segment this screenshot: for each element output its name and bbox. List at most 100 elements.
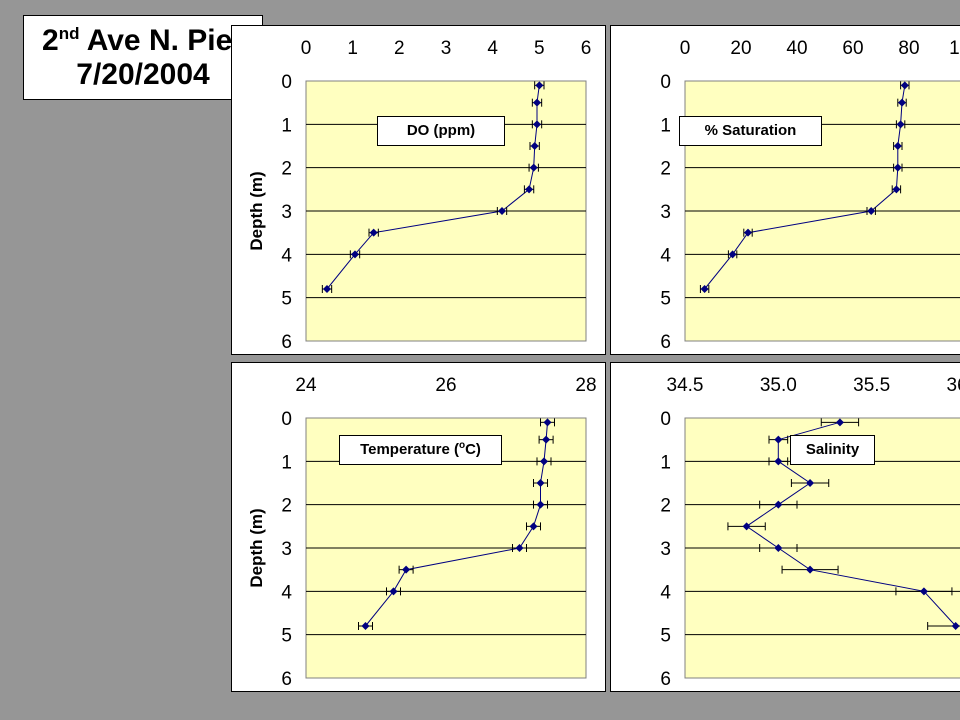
salinity-data-point bbox=[806, 565, 815, 574]
chart-panel-temperature: 0 1 2 3 4 5 6 24 26 28 Depth (m) Temperature (oC) bbox=[231, 362, 606, 692]
title-suffix: Ave N. Pier bbox=[79, 23, 244, 57]
saturation-ytick-label: 5 bbox=[660, 289, 671, 310]
saturation-ytick-label: 0 bbox=[660, 72, 671, 93]
do-ytick-label: 5 bbox=[281, 289, 292, 310]
do-xtick-label: 1 bbox=[347, 38, 358, 59]
salinity-data-point bbox=[774, 544, 783, 552]
salinity-data-point bbox=[742, 522, 751, 531]
do-xtick-label: 0 bbox=[301, 38, 312, 59]
do-ytick-label: 6 bbox=[281, 332, 292, 353]
temperature-data-point bbox=[540, 457, 548, 466]
do-xtick-label: 2 bbox=[394, 38, 405, 59]
do-data-point bbox=[529, 163, 538, 172]
salinity-data-point bbox=[774, 435, 783, 444]
do-data-point bbox=[533, 98, 541, 107]
temperature-chart-svg: 0 1 2 3 4 5 6 24 26 28 Depth (m) bbox=[247, 375, 597, 690]
salinity-xtick-label: 36.0 bbox=[947, 375, 960, 396]
temperature-ytick-label: 0 bbox=[281, 409, 292, 430]
temperature-data-point bbox=[361, 622, 370, 630]
salinity-ytick-label: 4 bbox=[660, 582, 671, 603]
do-xtick-label: 6 bbox=[581, 38, 592, 59]
saturation-ytick-label: 6 bbox=[660, 332, 671, 353]
do-ylabel: Depth (m) bbox=[247, 171, 266, 250]
do-ytick-label: 3 bbox=[281, 202, 292, 223]
saturation-data-point bbox=[893, 142, 902, 150]
do-data-point bbox=[535, 81, 544, 90]
do-label: DO (ppm) bbox=[377, 116, 505, 146]
do-ytick-label: 1 bbox=[281, 115, 292, 136]
temperature-xtick-label: 24 bbox=[295, 375, 317, 396]
salinity-chart-svg: 0 1 2 3 4 5 6 34.5 35.0 35.5 36.0 bbox=[660, 375, 960, 690]
temperature-ytick-label: 1 bbox=[281, 452, 292, 473]
saturation-data-point bbox=[700, 285, 709, 293]
temperature-series-line bbox=[365, 422, 548, 627]
saturation-chart-svg: 0123456020406080100 bbox=[660, 38, 960, 353]
salinity-xtick-label: 35.0 bbox=[760, 375, 797, 396]
temperature-xtick-label: 28 bbox=[575, 375, 596, 396]
do-data-point bbox=[323, 285, 331, 293]
saturation-data-point bbox=[744, 228, 752, 237]
saturation-data-point bbox=[896, 120, 905, 129]
saturation-xtick-label: 80 bbox=[898, 38, 919, 59]
do-ytick-label: 0 bbox=[281, 72, 292, 93]
temperature-data-point bbox=[542, 435, 551, 444]
do-ytick-label: 2 bbox=[281, 159, 292, 180]
salinity-ytick-label: 0 bbox=[660, 409, 671, 430]
chart-panel-saturation: 0123456020406080100 % Saturation bbox=[610, 25, 960, 355]
temperature-ytick-label: 2 bbox=[281, 496, 292, 517]
saturation-series-line bbox=[704, 85, 906, 290]
do-series-line bbox=[326, 85, 540, 290]
temperature-data-point bbox=[389, 587, 398, 596]
temperature-ytick-label: 6 bbox=[281, 669, 292, 690]
do-data-point bbox=[498, 207, 506, 215]
title-superscript: nd bbox=[58, 23, 80, 43]
salinity-ytick-label: 2 bbox=[660, 496, 671, 517]
chart-title: 2nd Ave N. Pier 7/20/2004 bbox=[23, 15, 263, 100]
salinity-ytick-label: 3 bbox=[660, 539, 671, 560]
saturation-xtick-label: 100 bbox=[949, 38, 960, 59]
salinity-ytick-label: 5 bbox=[660, 626, 671, 647]
saturation-label: % Saturation bbox=[679, 116, 822, 146]
temperature-ytick-label: 5 bbox=[281, 626, 292, 647]
do-ytick-label: 4 bbox=[281, 245, 292, 266]
do-xtick-label: 5 bbox=[534, 38, 545, 59]
salinity-xtick-label: 35.5 bbox=[853, 375, 890, 396]
saturation-xtick-label: 0 bbox=[680, 38, 691, 59]
salinity-data-point bbox=[951, 622, 960, 630]
do-data-point bbox=[530, 142, 539, 150]
saturation-data-point bbox=[892, 185, 901, 194]
chart-panel-do: 0 1 2 3 4 5 6 0 1 2 3 4 5 6 Depth (m) DO (ppm) bbox=[231, 25, 606, 355]
temperature-ytick-label: 3 bbox=[281, 539, 292, 560]
temperature-ytick-label: 4 bbox=[281, 582, 292, 603]
saturation-xtick-label: 60 bbox=[842, 38, 863, 59]
do-data-point bbox=[351, 250, 359, 259]
salinity-data-point bbox=[774, 457, 783, 466]
saturation-ytick-label: 4 bbox=[660, 245, 671, 266]
temperature-label: Temperature (oC) bbox=[339, 435, 502, 465]
temperature-data-point bbox=[515, 544, 524, 552]
salinity-ytick-label: 1 bbox=[660, 452, 671, 473]
salinity-label: Salinity bbox=[790, 435, 875, 465]
do-xtick-label: 4 bbox=[487, 38, 498, 59]
salinity-data-point bbox=[835, 418, 844, 427]
saturation-ytick-label: 3 bbox=[660, 202, 671, 223]
chart-panel-salinity: 0 1 2 3 4 5 6 34.5 35.0 35.5 36.0 Salinity bbox=[610, 362, 960, 692]
saturation-data-point bbox=[898, 98, 906, 107]
temperature-data-point bbox=[536, 500, 545, 509]
temperature-ylabel: Depth (m) bbox=[247, 508, 266, 587]
do-data-point bbox=[369, 228, 378, 237]
temperature-data-point bbox=[536, 479, 545, 487]
saturation-data-point bbox=[728, 250, 737, 259]
temperature-data-point bbox=[529, 522, 538, 531]
do-data-point bbox=[525, 185, 534, 194]
title-line-2: 7/20/2004 bbox=[76, 57, 210, 91]
saturation-data-point bbox=[867, 207, 876, 215]
saturation-data-point bbox=[900, 81, 909, 90]
temperature-data-point bbox=[543, 418, 552, 427]
salinity-data-point bbox=[806, 479, 815, 487]
title-prefix: 2 bbox=[42, 23, 59, 57]
saturation-xtick-label: 20 bbox=[730, 38, 751, 59]
saturation-ytick-label: 1 bbox=[660, 115, 671, 136]
temperature-xtick-label: 26 bbox=[435, 375, 456, 396]
saturation-xtick-label: 40 bbox=[786, 38, 807, 59]
